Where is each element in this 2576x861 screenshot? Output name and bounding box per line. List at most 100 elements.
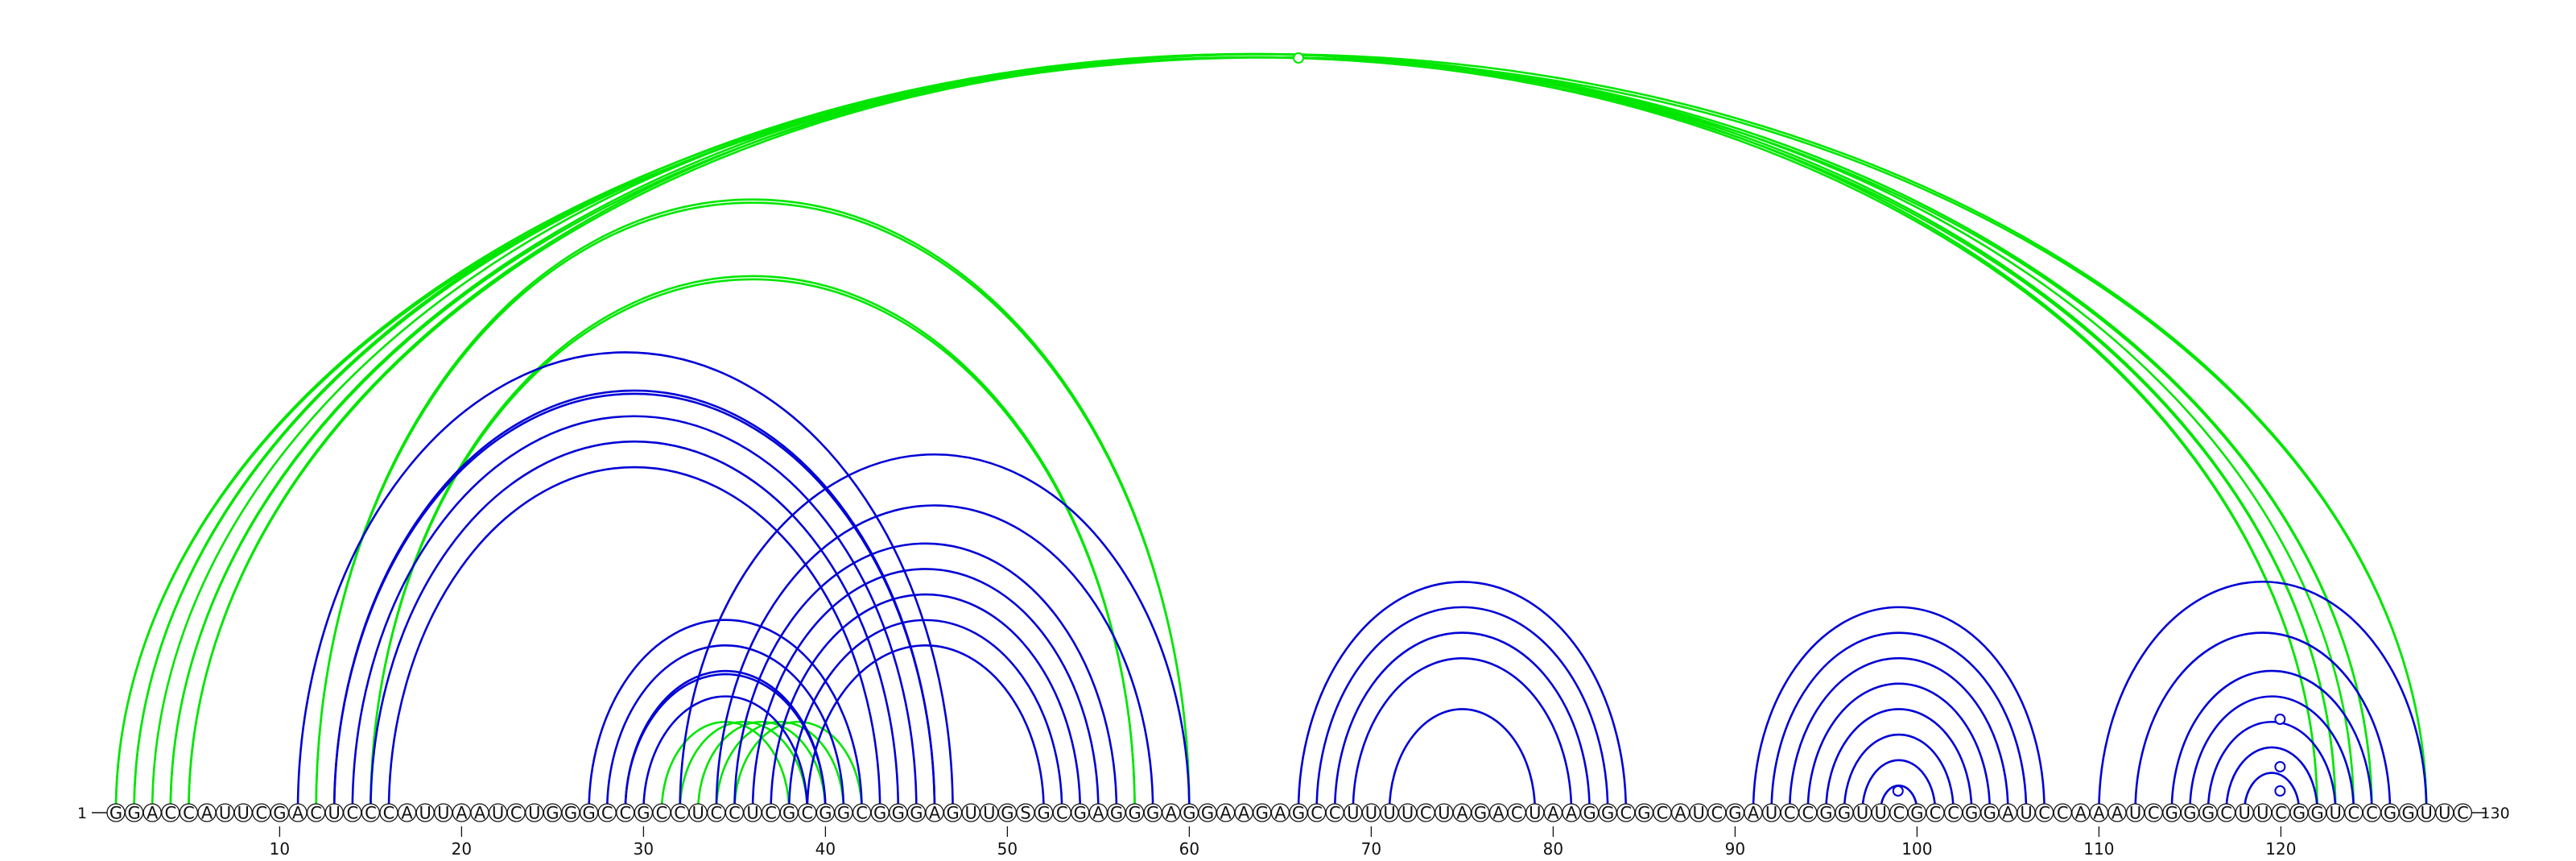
nucleotide: U <box>2417 803 2436 823</box>
sequence-end-label: 130 <box>2480 805 2509 822</box>
nucleotide-letter: G <box>2165 804 2178 823</box>
nucleotide: G <box>579 803 599 823</box>
nucleotide: G <box>1034 803 1054 823</box>
nucleotide: U <box>1344 803 1363 823</box>
nucleotide-letter: U <box>1529 804 1541 823</box>
nucleotide: A <box>1452 803 1472 823</box>
nucleotide: G <box>124 803 144 823</box>
green-arc <box>369 278 1136 812</box>
nucleotide-letter: G <box>946 804 959 823</box>
blue-arc <box>2225 746 2318 812</box>
nucleotide-letter: A <box>1238 804 1250 823</box>
nucleotide-letter: U <box>1402 804 1414 823</box>
nucleotide: U <box>2235 803 2254 823</box>
nucleotide: U <box>2326 803 2345 823</box>
blue-arc <box>1352 656 1573 812</box>
blue-arc <box>2243 772 2301 812</box>
nucleotide: U <box>1435 803 1454 823</box>
nucleotide: G <box>1816 803 1836 823</box>
nucleotide: G <box>815 803 836 823</box>
nucleotide-letter: G <box>1292 804 1305 823</box>
blue-arc <box>751 568 1100 812</box>
nucleotide-letter: G <box>637 804 650 823</box>
nucleotide: C <box>1707 803 1727 823</box>
nucleotide: C <box>1307 803 1327 823</box>
nucleotide-letter: A <box>2112 804 2124 823</box>
green-arc <box>696 720 827 812</box>
green-arc <box>114 56 2428 812</box>
nucleotide-letter: G <box>1183 804 1195 823</box>
nucleotide: U <box>1380 803 1399 823</box>
blue-arc <box>296 351 954 812</box>
nucleotide-letter: G <box>582 804 595 823</box>
blue-arc <box>332 389 936 812</box>
nucleotide: U <box>2125 803 2145 823</box>
nucleotide-letter: U <box>1365 804 1377 823</box>
nucleotide-letter: S <box>1020 804 1030 823</box>
blue-arc <box>1333 631 1591 812</box>
nucleotide-letter: U <box>419 804 431 823</box>
blue-arc <box>2134 631 2392 812</box>
nucleotide: A <box>452 803 472 823</box>
nucleotide: C <box>2216 803 2236 823</box>
nucleotide-letter: G <box>892 804 905 823</box>
nucleotide: U <box>434 803 453 823</box>
nucleotide-letter: A <box>1456 804 1468 823</box>
nucleotide-letter: U <box>1347 804 1359 823</box>
nucleotide: C <box>2034 803 2054 823</box>
nucleotide: A <box>142 803 162 823</box>
nucleotide-letter: G <box>1474 804 1487 823</box>
nucleotide: G <box>270 803 290 823</box>
blue-arc <box>1770 631 2028 812</box>
nucleotide: C <box>616 803 635 823</box>
axis-tick-label: 30 <box>634 839 654 857</box>
blue-arc <box>1388 708 1537 812</box>
nucleotide-letter: G <box>1637 804 1650 823</box>
nucleotide: C <box>1926 803 1945 823</box>
nucleotide-letter: G <box>782 804 795 823</box>
nucleotide: U <box>1871 803 1890 823</box>
nucleotide: U <box>1761 803 1781 823</box>
nucleotide-letter: G <box>1001 804 1013 823</box>
nucleotide: U <box>1689 803 1708 823</box>
nucleotide-letter: G <box>910 804 923 823</box>
nucleotide: C <box>506 803 526 823</box>
nucleotide-letter: G <box>1910 804 1923 823</box>
nucleotide-letter: A <box>147 804 159 823</box>
nucleotide: A <box>197 803 217 823</box>
nucleotide: C <box>2271 803 2291 823</box>
nucleotide: C <box>361 803 381 823</box>
green-arc <box>133 56 2373 812</box>
nucleotide: G <box>1179 803 1199 823</box>
nucleotide-letter: A <box>474 804 486 823</box>
nucleotide-letter: A <box>1566 804 1578 823</box>
nucleotide-letter: C <box>164 804 176 823</box>
nucleotide: C <box>179 803 199 823</box>
nucleotide: U <box>1852 803 1872 823</box>
nucleotide-letter: U <box>746 804 758 823</box>
green-arc <box>169 52 2337 812</box>
blue-arc <box>1806 682 1992 812</box>
nucleotide-letter: C <box>255 804 267 823</box>
nucleotide-letter: A <box>2075 804 2087 823</box>
nucleotide: G <box>1962 803 1981 823</box>
green-arc <box>169 56 2337 812</box>
nucleotide-letter: A <box>456 804 468 823</box>
nucleotide-letter: G <box>2401 804 2414 823</box>
nucleotide: U <box>743 803 762 823</box>
axis-tick-label: 80 <box>1543 839 1563 857</box>
nucleotide: S <box>1016 803 1035 823</box>
nucleotide: A <box>1234 803 1253 823</box>
nucleotide: C <box>2344 803 2363 823</box>
nucleotide: A <box>1744 803 1763 823</box>
nucleotide: A <box>1216 803 1236 823</box>
axis-tick-label: 60 <box>1179 839 1199 857</box>
nucleotide-letter: G <box>1110 804 1123 823</box>
nucleotide: C <box>161 803 180 823</box>
nucleotide-letter: G <box>1256 804 1269 823</box>
nucleotide-letter: A <box>2093 804 2105 823</box>
nucleotide-letter: C <box>2347 804 2359 823</box>
nucleotide: U <box>525 803 544 823</box>
nucleotide-letter: A <box>1166 804 1178 823</box>
nucleotide: G <box>1598 803 1617 823</box>
